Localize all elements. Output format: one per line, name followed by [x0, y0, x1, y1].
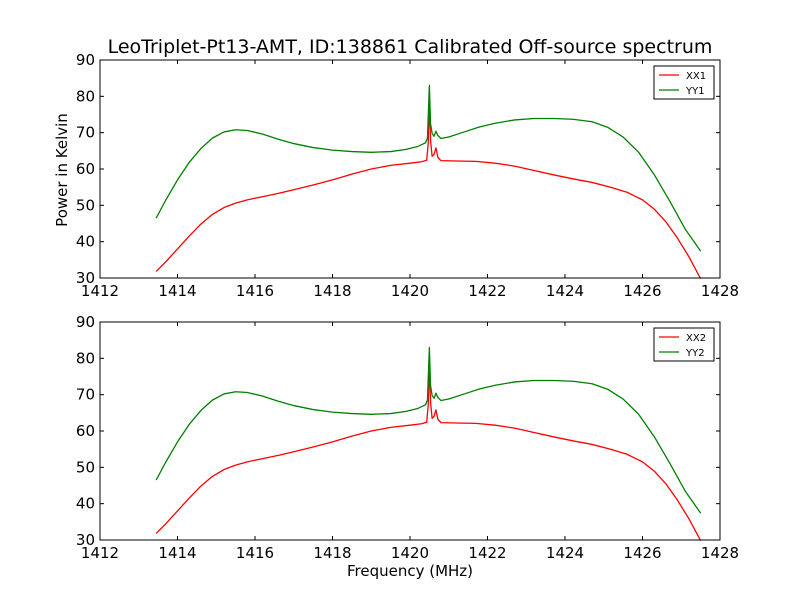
x-tick-label: 1416 — [236, 544, 274, 562]
series-line-yy1 — [155, 84, 702, 252]
legend-box — [653, 65, 715, 100]
x-tick-label: 1422 — [468, 282, 506, 300]
x-tick-label: 1414 — [158, 544, 196, 562]
x-tick-label: 1418 — [313, 544, 351, 562]
legend-label-xx1: XX1 — [686, 71, 706, 82]
legend-label-yy1: YY1 — [685, 86, 705, 97]
y-tick-label: 60 — [76, 422, 95, 440]
top-panel: 1412 1414 1416 1418 1420 1422 1424 1426 1428 30 40… — [76, 51, 739, 300]
y-tick-label: 40 — [76, 495, 95, 513]
x-tick-label: 1416 — [236, 282, 274, 300]
x-tick-label: 1414 — [158, 282, 196, 300]
y-tick-label: 50 — [76, 196, 95, 214]
legend-label-xx2: XX2 — [686, 333, 706, 344]
x-tick-label: 1426 — [623, 282, 661, 300]
x-tick-label: 1424 — [546, 544, 584, 562]
y-tick-label: 90 — [76, 51, 95, 69]
y-tick-label: 70 — [76, 386, 95, 404]
y-tick-label: 80 — [76, 349, 95, 367]
legend-label-yy2: YY2 — [685, 348, 705, 359]
figure-title: LeoTriplet-Pt13-AMT, ID:138861 Calibrate… — [108, 36, 713, 58]
y-tick-label: 30 — [76, 531, 95, 549]
legend-box — [653, 327, 715, 362]
y-tick-label: 40 — [76, 233, 95, 251]
x-tick-label: 1420 — [391, 282, 429, 300]
series-line-yy2 — [155, 346, 702, 514]
x-tick-label: 1426 — [623, 544, 661, 562]
x-tick-label: 1418 — [313, 282, 351, 300]
x-tick-label: 1420 — [391, 544, 429, 562]
y-tick-label: 90 — [76, 313, 95, 331]
x-tick-label: 1412 — [81, 544, 119, 562]
y-tick-label: 60 — [76, 160, 95, 178]
x-tick-label: 1428 — [701, 544, 739, 562]
x-axis-label: Frequency (MHz) — [347, 562, 473, 580]
x-tick-label: 1424 — [546, 282, 584, 300]
y-tick-label: 50 — [76, 458, 95, 476]
y-tick-label: 30 — [76, 269, 95, 287]
bottom-panel: 1412 1414 1416 1418 1420 1422 1424 1426 1428 30 40… — [76, 313, 739, 562]
x-tick-label: 1422 — [468, 544, 506, 562]
y-axis-label: Power in Kelvin — [53, 113, 71, 227]
y-tick-label: 80 — [76, 87, 95, 105]
x-tick-label: 1428 — [701, 282, 739, 300]
y-tick-label: 70 — [76, 124, 95, 142]
x-tick-label: 1412 — [81, 282, 119, 300]
